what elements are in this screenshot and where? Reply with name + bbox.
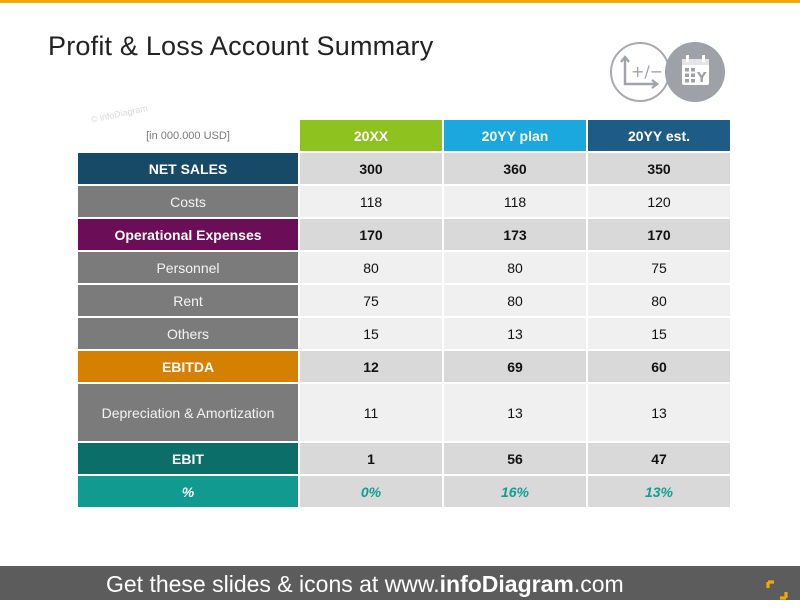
table-row: Others 15 13 15 xyxy=(78,318,730,349)
row-value: 80 xyxy=(588,285,730,316)
table-row: Personnel 80 80 75 xyxy=(78,252,730,283)
table-row: Operational Expenses 170 173 170 xyxy=(78,219,730,250)
row-value: 80 xyxy=(444,252,586,283)
row-label: Operational Expenses xyxy=(78,219,298,250)
row-label: Depreciation & Amortization xyxy=(78,384,298,441)
table-row: EBITDA 12 69 60 xyxy=(78,351,730,382)
row-label: EBITDA xyxy=(78,351,298,382)
row-label: Costs xyxy=(78,186,298,217)
row-value: 120 xyxy=(588,186,730,217)
row-label: NET SALES xyxy=(78,153,298,184)
row-value: 360 xyxy=(444,153,586,184)
footer-bar: Get these slides & icons at www.infoDiag… xyxy=(0,566,800,600)
table-row: % 0% 16% 13% xyxy=(78,476,730,507)
row-value: 15 xyxy=(588,318,730,349)
row-value: 60 xyxy=(588,351,730,382)
plus-minus-chart-icon: +/− xyxy=(610,42,670,102)
unit-label: [in 000.000 USD] xyxy=(146,129,230,142)
table-row: Depreciation & Amortization 11 13 13 xyxy=(78,384,730,441)
column-header: 20YY plan xyxy=(444,120,586,151)
row-label: Others xyxy=(78,318,298,349)
column-header: 20XX xyxy=(300,120,442,151)
svg-text:+/−: +/− xyxy=(631,62,663,81)
row-value: 69 xyxy=(444,351,586,382)
row-value: 80 xyxy=(300,252,442,283)
row-value: 350 xyxy=(588,153,730,184)
row-value: 118 xyxy=(444,186,586,217)
row-label: EBIT xyxy=(78,443,298,474)
row-label: % xyxy=(78,476,298,507)
row-value: 300 xyxy=(300,153,442,184)
table-row: Rent 75 80 80 xyxy=(78,285,730,316)
table-row: NET SALES 300 360 350 xyxy=(78,153,730,184)
row-value: 170 xyxy=(588,219,730,250)
row-value: 13 xyxy=(444,384,586,441)
row-value: 12 xyxy=(300,351,442,382)
column-header: 20YY est. xyxy=(588,120,730,151)
row-value: 75 xyxy=(588,252,730,283)
infodiagram-logo-icon xyxy=(766,574,788,600)
footer-suffix: .com xyxy=(573,571,624,597)
footer-prefix: Get these slides & icons at www. xyxy=(106,571,440,597)
row-value: 170 xyxy=(300,219,442,250)
row-label: Rent xyxy=(78,285,298,316)
row-value: 13 xyxy=(444,318,586,349)
row-value: 75 xyxy=(300,285,442,316)
footer-brand: infoDiagram xyxy=(439,571,574,597)
row-value: 1 xyxy=(300,443,442,474)
row-value: 47 xyxy=(588,443,730,474)
row-value: 56 xyxy=(444,443,586,474)
footer-link[interactable]: Get these slides & icons at www.infoDiag… xyxy=(106,566,624,602)
profit-loss-table: [in 000.000 USD] 20XX 20YY plan 20YY est… xyxy=(76,118,732,509)
row-value: 15 xyxy=(300,318,442,349)
table-row: EBIT 1 56 47 xyxy=(78,443,730,474)
row-value: 11 xyxy=(300,384,442,441)
row-value: 0% xyxy=(300,476,442,507)
row-value: 80 xyxy=(444,285,586,316)
row-value: 16% xyxy=(444,476,586,507)
row-value: 13 xyxy=(588,384,730,441)
top-accent-line xyxy=(0,0,800,3)
row-value: 173 xyxy=(444,219,586,250)
table-row: Costs 118 118 120 xyxy=(78,186,730,217)
table-header-row: [in 000.000 USD] 20XX 20YY plan 20YY est… xyxy=(78,120,730,151)
row-value: 13% xyxy=(588,476,730,507)
page-title: Profit & Loss Account Summary xyxy=(48,31,434,61)
row-value: 118 xyxy=(300,186,442,217)
header-icons: +/− Y xyxy=(610,42,726,104)
row-label: Personnel xyxy=(78,252,298,283)
svg-text:Y: Y xyxy=(696,71,707,86)
calendar-icon: Y xyxy=(665,42,725,102)
